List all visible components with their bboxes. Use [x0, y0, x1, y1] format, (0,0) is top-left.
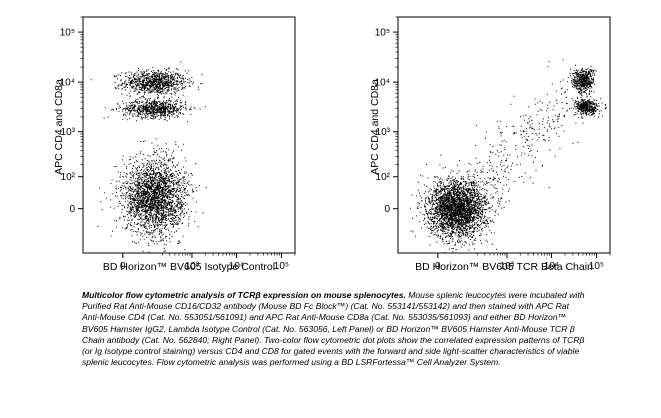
x-axis-label: BD Horizon™ BV605 Isotype Control	[103, 261, 275, 273]
caption-title: Multicolor flow cytometric analysis of T…	[82, 290, 406, 300]
x-tick-label: 0	[120, 261, 126, 272]
caption-body: Mouse splenic leucocytes were incubated …	[82, 290, 585, 368]
y-tick-label: 0	[69, 204, 75, 215]
y-tick-label: 10⁴	[375, 78, 390, 89]
event-dots-path	[90, 61, 207, 253]
y-tick-label: 10²	[376, 172, 391, 183]
x-tick-label: 10⁵	[274, 261, 289, 272]
y-tick-label: 0	[384, 204, 390, 215]
y-tick-label: 10³	[376, 127, 391, 138]
y-tick-label: 10²	[61, 172, 76, 183]
y-tick-label: 10⁵	[375, 28, 390, 39]
y-tick-label: 10³	[61, 127, 76, 138]
x-tick-label: 10⁴	[229, 261, 244, 272]
x-tick-label: 10⁴	[544, 261, 559, 272]
y-tick-label: 10⁵	[60, 28, 75, 39]
x-axis-label: BD Horizon™ BV605 TCR Beta Chain	[415, 261, 593, 273]
x-tick-label: 0	[435, 261, 441, 272]
y-axis-label: APC CD4 and CD8a	[369, 79, 381, 175]
x-tick-label: 10³	[500, 261, 515, 272]
event-dots-path	[410, 59, 607, 253]
plot-frame	[82, 16, 296, 254]
y-axis-label: APC CD4 and CD8a	[53, 79, 65, 175]
figure-caption: Multicolor flow cytometric analysis of T…	[82, 290, 587, 368]
x-tick-label: 10³	[185, 261, 200, 272]
x-tick-label: 10⁵	[589, 261, 604, 272]
y-tick-label: 10⁴	[60, 78, 75, 89]
event-dots	[90, 61, 207, 253]
event-dots	[410, 59, 607, 253]
plot-frame	[397, 16, 611, 254]
